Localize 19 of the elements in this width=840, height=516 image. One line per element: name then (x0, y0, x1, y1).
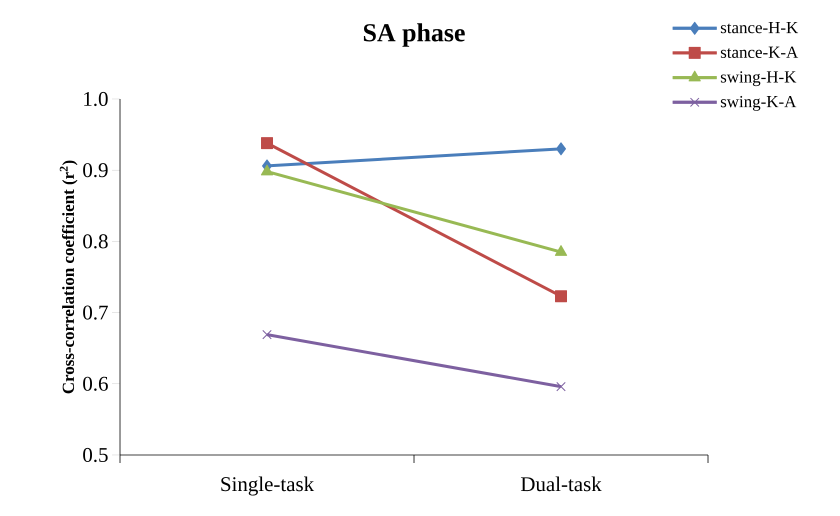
legend-label: swing-H-K (720, 71, 796, 86)
legend-label: stance-K-A (720, 46, 798, 58)
point (556, 382, 566, 392)
point (261, 137, 274, 150)
y-tick-label: 0.7 (83, 305, 108, 320)
y-tick-label: 0.8 (83, 234, 108, 248)
x-tick-label: Dual-task (520, 476, 602, 492)
y-tick-label: 0.9 (83, 163, 108, 178)
point (556, 142, 566, 156)
x-tick-label: Single-task (221, 476, 314, 496)
point (262, 330, 272, 340)
y-axis-title: Cross-correlation coefficient (r$^{2}$) (60, 160, 78, 394)
chart-title: SA phase (364, 23, 465, 47)
point (555, 290, 568, 302)
y-tick-label: 0.6 (83, 376, 108, 391)
legend-label: stance-H-K (720, 22, 798, 34)
y-tick-label: 1.0 (84, 92, 108, 106)
y-tick-label: 0.5 (83, 448, 108, 462)
legend-label: swing-K-A (720, 96, 796, 111)
